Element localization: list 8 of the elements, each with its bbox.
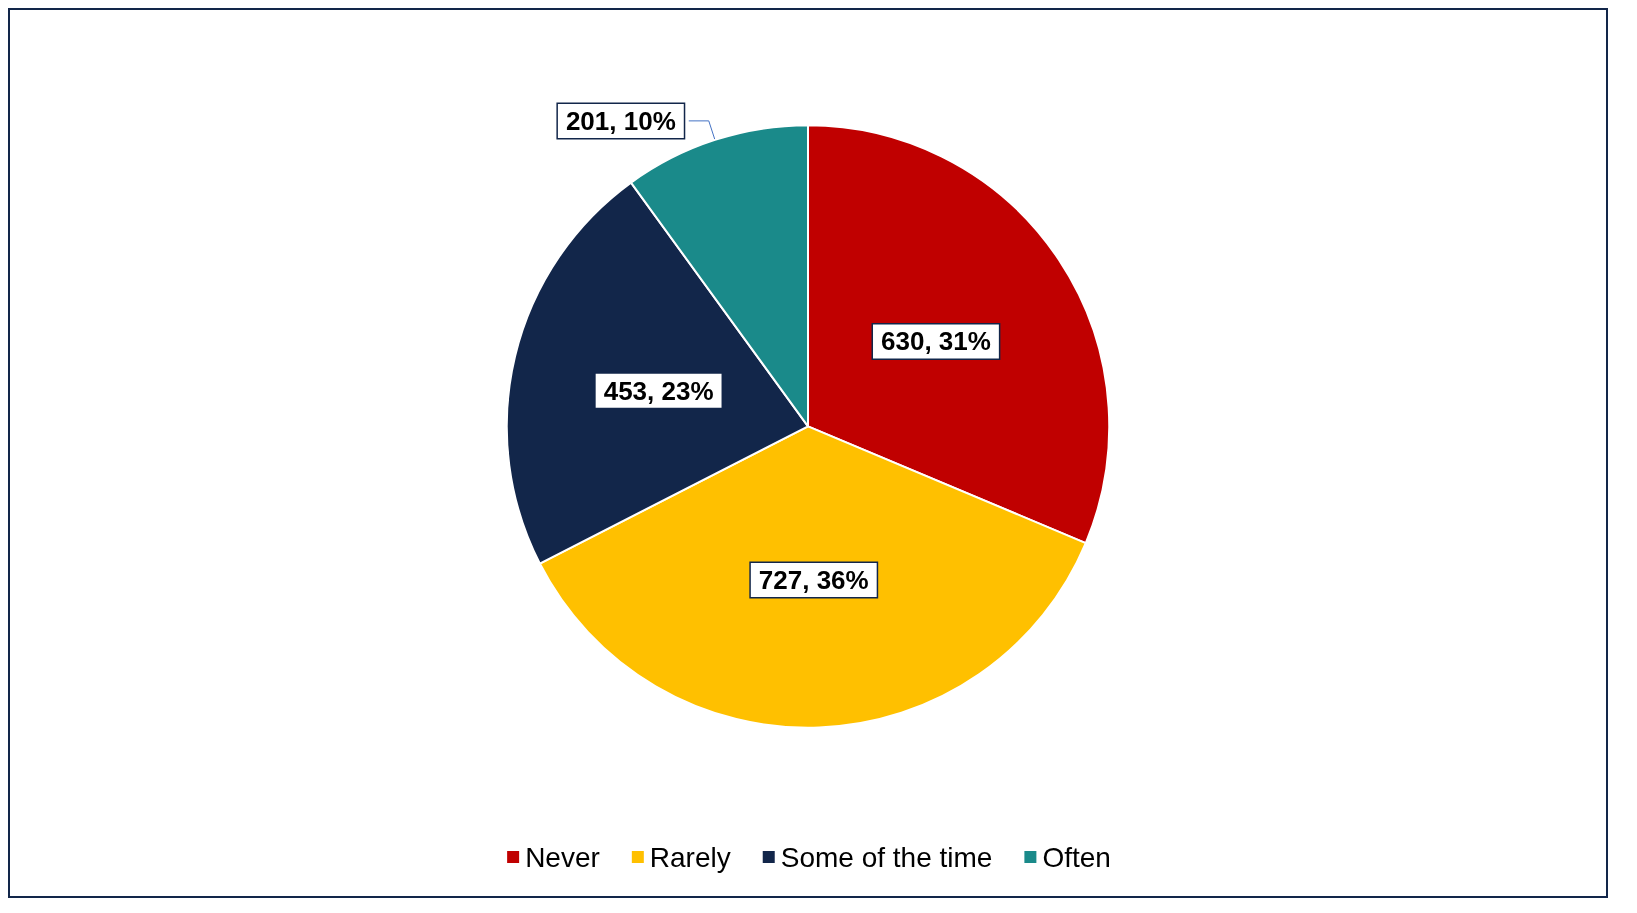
legend-label: Rarely <box>649 841 731 873</box>
data-label: 630, 31% <box>881 326 991 357</box>
legend-label: Never <box>525 841 600 873</box>
data-label: 201, 10% <box>565 105 676 136</box>
legend-label: Often <box>1042 841 1111 873</box>
legend-label: Some of the time <box>780 841 993 873</box>
data-label: 453, 23% <box>603 375 714 406</box>
data-label: 727, 36% <box>758 564 869 595</box>
